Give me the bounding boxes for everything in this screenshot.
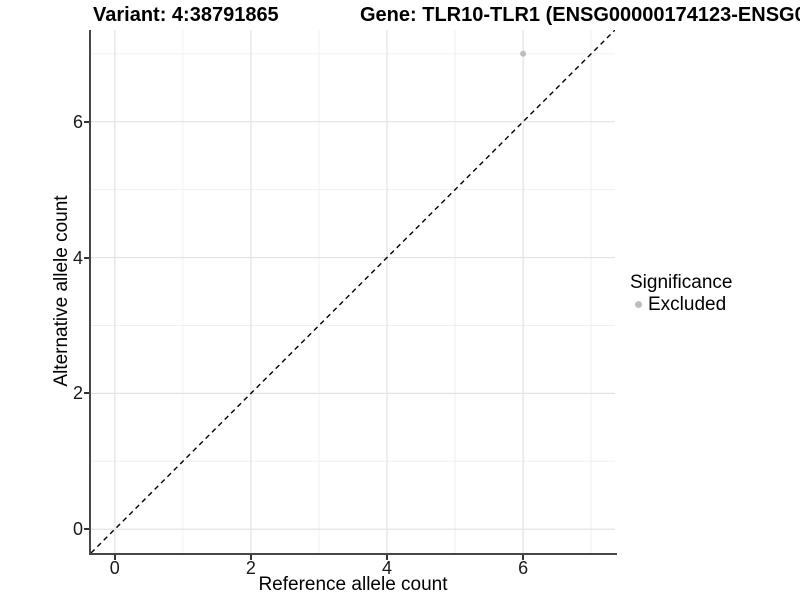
- x-tick-label: 0: [109, 558, 120, 578]
- x-tick-label: 2: [245, 558, 256, 578]
- y-axis-line: [89, 30, 91, 555]
- legend-title: Significance: [630, 272, 733, 293]
- plot-panel: [91, 30, 615, 553]
- variant-title: Variant: 4:38791865: [93, 4, 279, 26]
- x-tick-mark: [386, 555, 389, 560]
- x-tick-label: 6: [518, 558, 529, 578]
- y-tick-mark: [84, 392, 89, 395]
- legend-item-label: Excluded: [648, 294, 727, 315]
- legend-item-excluded: Excluded: [630, 294, 800, 315]
- y-tick-mark: [84, 528, 89, 531]
- x-tick-mark: [113, 555, 116, 560]
- x-tick-label: 4: [382, 558, 393, 578]
- x-tick-mark: [249, 555, 252, 560]
- legend: Significance Excluded: [630, 272, 800, 315]
- y-tick-label: 6: [72, 111, 83, 132]
- y-axis-title: Alternative allele count: [51, 195, 72, 387]
- x-axis-line: [89, 553, 617, 555]
- y-tick-label: 2: [72, 383, 83, 404]
- data-point: [520, 50, 527, 57]
- gene-title: Gene: TLR10-TLR1 (ENSG00000174123-ENSG0: [360, 4, 800, 26]
- y-tick-label: 0: [72, 519, 83, 540]
- identity-reference-line: [91, 30, 615, 553]
- y-tick-label: 4: [72, 247, 83, 268]
- x-axis-title: Reference allele count: [258, 574, 448, 595]
- y-tick-mark: [84, 256, 89, 259]
- y-tick-mark: [84, 120, 89, 123]
- panel-svg: [91, 30, 615, 553]
- x-tick-mark: [522, 555, 525, 560]
- legend-key-dot-icon: [635, 301, 642, 308]
